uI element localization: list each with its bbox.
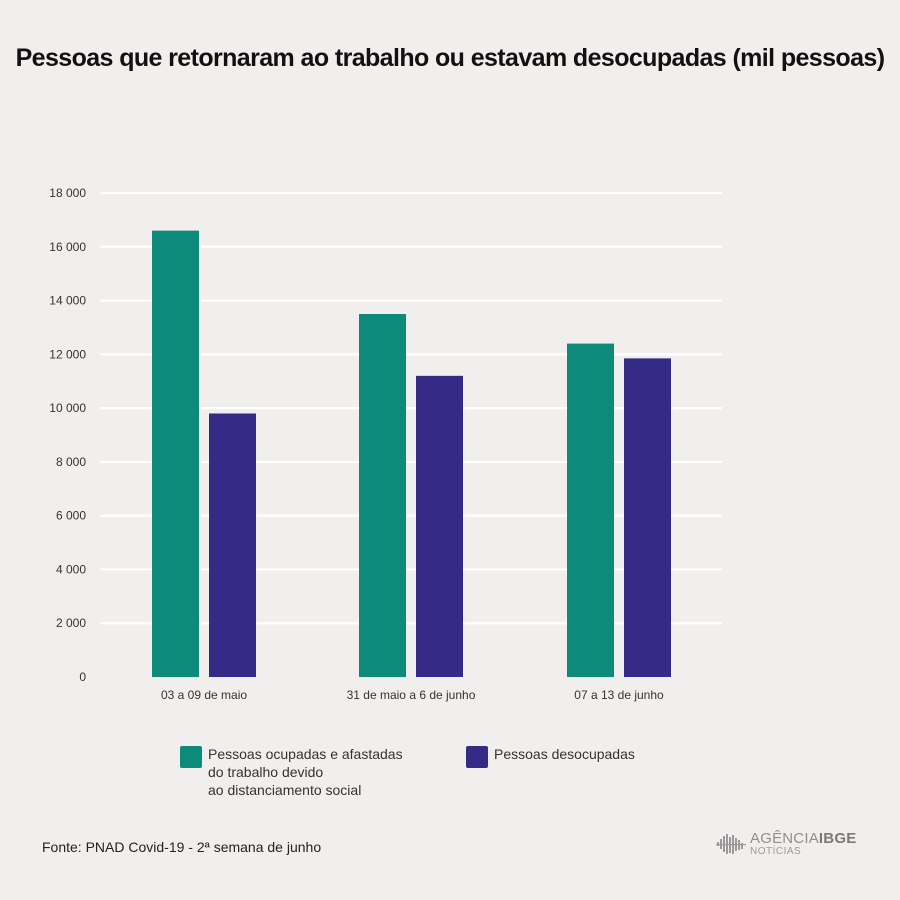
y-tick-label: 4 000 (56, 562, 86, 576)
y-axis-ticks: 0 2 000 4 000 6 000 8 000 10 000 12 000 14 000 1… (49, 186, 86, 684)
y-tick-label: 12 000 (49, 347, 86, 361)
legend-label-desocupadas: Pessoas desocupadas (494, 746, 635, 762)
bar-ocupadas-afastadas-0 (152, 230, 199, 677)
bar-ocupadas-afastadas-1 (359, 314, 406, 677)
bar-ocupadas-afastadas-2 (567, 343, 614, 677)
y-tick-label: 10 000 (49, 401, 86, 415)
x-axis-categories: 03 a 09 de maio 31 de maio a 6 de junho 07… (161, 688, 664, 702)
y-tick-label: 0 (79, 670, 86, 684)
agencia-ibge-logo: AGÊNCIAIBGE NOTÍCIAS (716, 830, 856, 860)
source-note: Fonte: PNAD Covid-19 - 2ª semana de junh… (42, 839, 322, 855)
y-tick-label: 16 000 (49, 240, 86, 254)
legend: Pessoas ocupadas e afastadas do trabalho… (180, 745, 635, 799)
legend-label-ocupadas-afastadas: Pessoas ocupadas e afastadas do trabalho… (208, 746, 403, 798)
logo-subtitle: NOTÍCIAS (750, 846, 802, 857)
legend-swatch-desocupadas (466, 746, 488, 768)
legend-item-ocupadas-afastadas: Pessoas ocupadas e afastadas do trabalho… (180, 745, 444, 799)
legend-item-desocupadas: Pessoas desocupadas (466, 745, 635, 799)
y-tick-label: 18 000 (49, 186, 86, 200)
x-category-label: 03 a 09 de maio (161, 688, 247, 702)
x-category-label: 07 a 13 de junho (574, 688, 664, 702)
x-category-label: 31 de maio a 6 de junho (347, 688, 476, 702)
bars (152, 230, 671, 677)
gridlines (100, 191, 722, 625)
y-tick-label: 8 000 (56, 455, 86, 469)
y-tick-label: 6 000 (56, 509, 86, 523)
legend-swatch-ocupadas-afastadas (180, 746, 202, 768)
bar-desocupadas-2 (624, 358, 671, 677)
chart-title: Pessoas que retornaram ao trabalho ou es… (15, 44, 885, 72)
y-tick-label: 2 000 (56, 616, 86, 630)
bar-desocupadas-1 (416, 375, 463, 677)
ibge-mark-icon (716, 834, 746, 854)
bar-desocupadas-0 (209, 413, 256, 677)
y-tick-label: 14 000 (49, 294, 86, 308)
logo-prefix: AGÊNCIA (750, 830, 819, 847)
logo-brand: IBGE (818, 830, 857, 847)
